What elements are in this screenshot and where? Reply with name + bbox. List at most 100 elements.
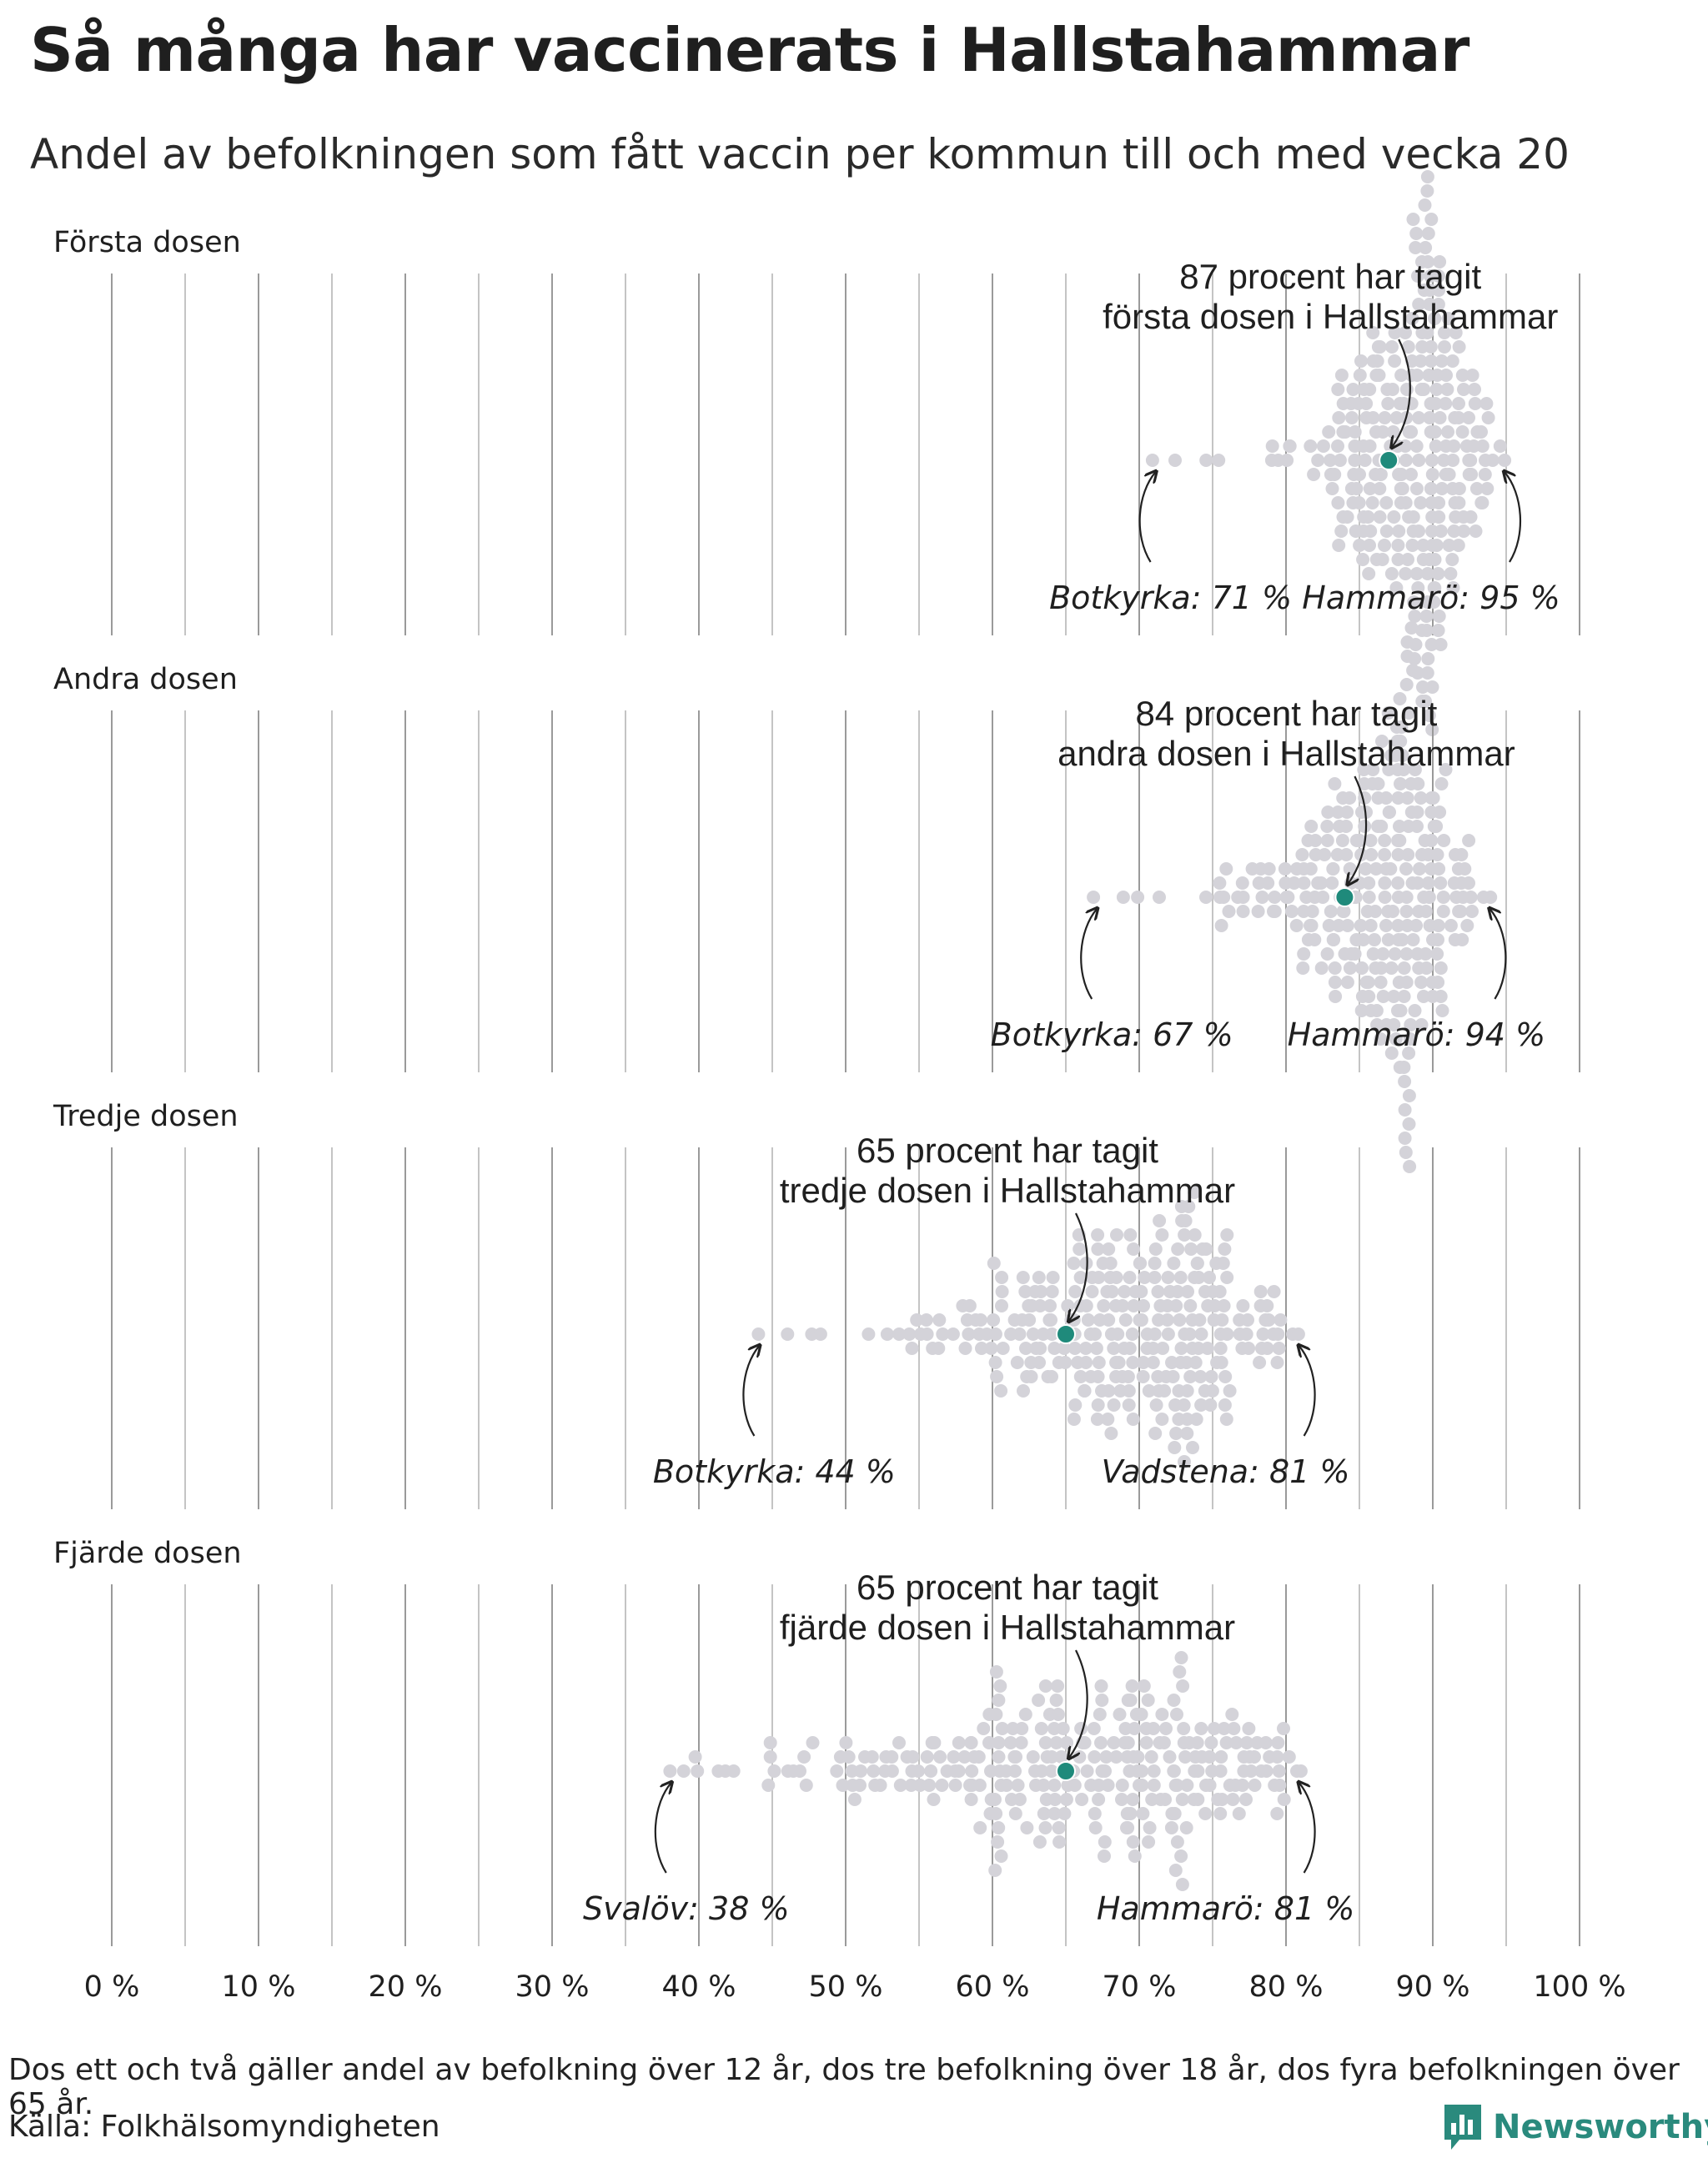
municipality-dot — [1191, 1793, 1205, 1806]
municipality-dot — [1331, 439, 1344, 453]
municipality-dot — [1416, 539, 1430, 552]
municipality-dot — [1236, 905, 1250, 918]
municipality-dot — [1402, 1089, 1416, 1102]
newsworthy-brand[interactable]: Newsworthy — [1443, 2103, 1708, 2151]
municipality-dot — [1428, 581, 1442, 595]
municipality-dot — [1169, 1299, 1183, 1312]
municipality-dot — [922, 1779, 937, 1792]
municipality-dot — [1391, 919, 1405, 932]
municipality-dot — [1155, 1413, 1169, 1426]
municipality-dot — [1444, 919, 1458, 932]
municipality-dot — [1314, 876, 1329, 890]
municipality-dot — [1057, 1342, 1071, 1355]
municipality-dot — [1024, 1370, 1038, 1383]
municipality-dot — [1226, 1793, 1240, 1806]
max-label: Hammarö: 95 % — [1302, 580, 1560, 616]
municipality-dot — [1142, 1384, 1156, 1398]
municipality-dot — [1364, 524, 1378, 538]
municipality-dot — [1394, 1004, 1408, 1017]
municipality-dot — [984, 1342, 998, 1355]
municipality-dot — [1421, 227, 1435, 240]
municipality-dot — [1067, 1257, 1081, 1270]
municipality-dot — [1033, 1299, 1047, 1312]
municipality-dot — [1410, 876, 1424, 890]
municipality-dot — [1297, 947, 1311, 961]
municipality-dot — [1363, 539, 1376, 552]
municipality-dot — [1026, 1327, 1040, 1341]
municipality-dot — [1308, 933, 1322, 946]
municipality-dot — [1015, 1722, 1029, 1735]
municipality-dot — [1421, 848, 1435, 861]
chart-subtitle: Andel av befolkningen som fått vaccin pe… — [30, 130, 1570, 178]
municipality-dot — [1404, 1018, 1418, 1031]
municipality-dot — [1126, 1793, 1140, 1806]
municipality-dot — [1394, 482, 1408, 495]
municipality-dot — [1199, 1242, 1213, 1256]
municipality-dot — [1376, 990, 1390, 1003]
municipality-dot — [1079, 1356, 1093, 1369]
municipality-dot — [962, 1327, 976, 1341]
municipality-dot — [847, 1793, 862, 1806]
municipality-dot — [1113, 1708, 1127, 1721]
municipality-dot — [1118, 1313, 1133, 1327]
max-label: Hammarö: 94 % — [1288, 1016, 1545, 1053]
municipality-dot — [1213, 1764, 1228, 1778]
municipality-dot — [1204, 1370, 1218, 1383]
municipality-dot — [1411, 269, 1424, 283]
municipality-dot — [902, 1327, 917, 1341]
municipality-dot — [1204, 1736, 1218, 1749]
municipality-dot — [1402, 1117, 1416, 1131]
municipality-dot — [1374, 820, 1389, 833]
municipality-dot — [1146, 1356, 1160, 1369]
municipality-dot — [1109, 1271, 1123, 1284]
municipality-dot — [1052, 1835, 1067, 1849]
municipality-dot — [1161, 1271, 1175, 1284]
municipality-dot — [1399, 862, 1413, 876]
municipality-dot — [977, 1722, 991, 1735]
municipality-dot — [1378, 891, 1392, 904]
municipality-dot — [1044, 1764, 1058, 1778]
municipality-dot — [994, 1384, 1008, 1398]
municipality-dot — [1007, 1750, 1022, 1764]
municipality-dot — [1079, 1257, 1093, 1270]
municipality-dot — [1429, 539, 1444, 552]
municipality-dot — [1178, 1228, 1192, 1242]
municipality-dot — [1442, 539, 1456, 552]
municipality-dot — [988, 1864, 1002, 1877]
municipality-dot — [1054, 1750, 1068, 1764]
municipality-dot — [906, 1750, 920, 1764]
municipality-dot — [1008, 1807, 1022, 1820]
municipality-dot — [1088, 1821, 1103, 1834]
municipality-dot — [1178, 1455, 1191, 1468]
municipality-dot — [892, 1736, 906, 1749]
municipality-dot — [1260, 1342, 1274, 1355]
municipality-dot — [1271, 1327, 1285, 1341]
municipality-dot — [1085, 1285, 1099, 1298]
municipality-dot — [1356, 553, 1370, 566]
municipality-dot — [1384, 961, 1399, 975]
municipality-dot — [1174, 1849, 1188, 1863]
municipality-dot — [1399, 947, 1414, 961]
municipality-dot — [1431, 976, 1445, 989]
municipality-dot — [1376, 425, 1390, 439]
municipality-dot — [1127, 1242, 1141, 1256]
municipality-dot — [1216, 1257, 1230, 1270]
municipality-dot — [1421, 876, 1435, 890]
municipality-dot — [1242, 1722, 1256, 1735]
municipality-dot — [1373, 482, 1387, 495]
municipality-dot — [1369, 905, 1382, 918]
municipality-dot — [1378, 411, 1392, 424]
municipality-dot — [691, 1764, 705, 1778]
municipality-dot — [975, 1342, 988, 1355]
municipality-dot — [1316, 891, 1330, 904]
municipality-dot — [1102, 1384, 1116, 1398]
municipality-dot — [1142, 1835, 1156, 1849]
municipality-dot — [965, 1764, 979, 1778]
municipality-dot — [936, 1327, 950, 1341]
municipality-dot — [1078, 1342, 1093, 1355]
municipality-dot — [1379, 524, 1394, 538]
municipality-dot — [1167, 1257, 1181, 1270]
municipality-dot — [1137, 1679, 1151, 1693]
municipality-dot — [841, 1750, 856, 1764]
municipality-dot — [1340, 510, 1354, 524]
